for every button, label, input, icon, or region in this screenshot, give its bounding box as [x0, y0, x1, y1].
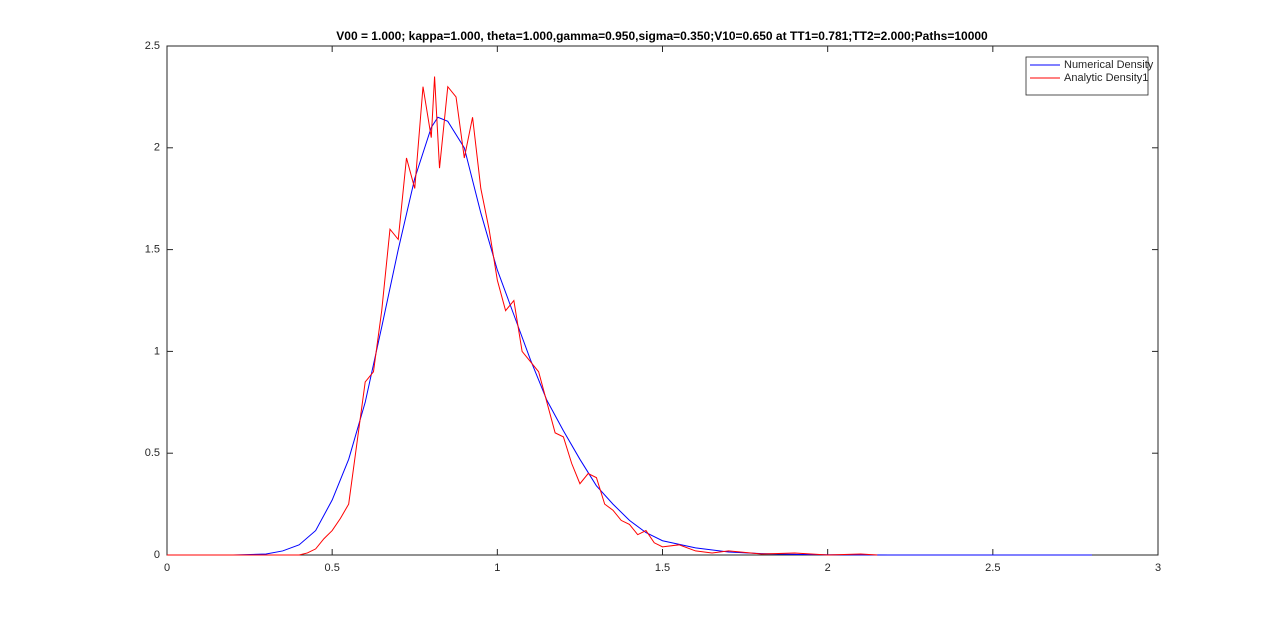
legend-label: Numerical Density	[1064, 59, 1154, 71]
x-tick-label: 1	[494, 562, 500, 574]
y-tick-label: 0.5	[145, 447, 160, 459]
x-tick-label: 1.5	[655, 562, 670, 574]
x-tick-label: 0.5	[325, 562, 340, 574]
y-tick-label: 1.5	[145, 244, 160, 256]
data-line	[167, 116, 1092, 556]
y-tick-label: 1	[154, 345, 160, 357]
plot-area	[166, 45, 1159, 556]
x-tick-label: 2	[825, 562, 831, 574]
chart-title: V00 = 1.000; kappa=1.000, theta=1.000,ga…	[336, 29, 988, 43]
legend-label: Analytic Density1	[1064, 72, 1148, 84]
legend-box	[1025, 56, 1149, 96]
x-tick-label: 3	[1155, 562, 1161, 574]
y-tick-label: 2.5	[145, 40, 160, 52]
data-line	[167, 76, 878, 556]
x-tick-label: 2.5	[985, 562, 1000, 574]
y-tick-label: 0	[154, 549, 160, 561]
x-tick-label: 0	[164, 562, 170, 574]
y-tick-label: 2	[154, 142, 160, 154]
